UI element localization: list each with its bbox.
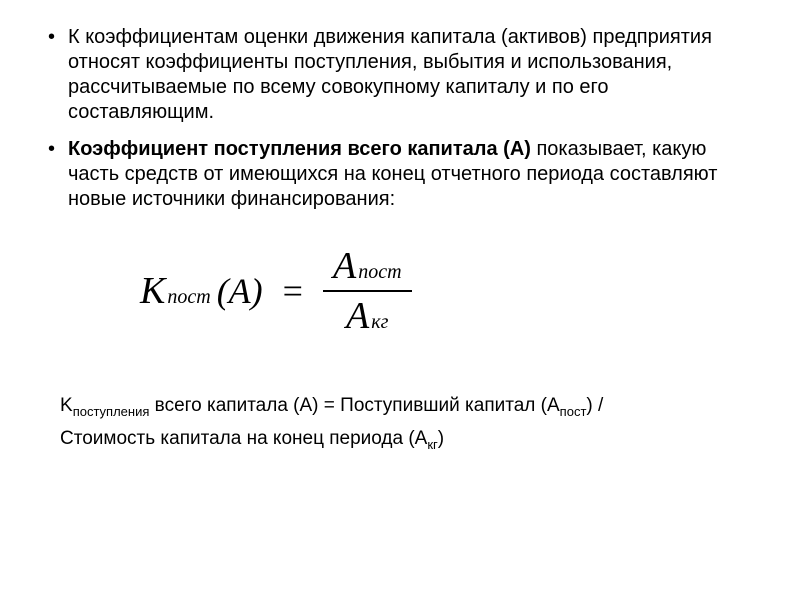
bullet-item-2: Коэффициент поступления всего капитала (…	[40, 137, 760, 212]
lhs-arg: (A)	[217, 270, 263, 312]
den-var: A	[346, 294, 369, 338]
bullet-bold-2: Коэффициент поступления всего капитала (…	[68, 138, 531, 160]
bullet-item-1: К коэффициентам оценки движения капитала…	[40, 25, 760, 125]
bottom-sub2: кг	[427, 437, 437, 452]
formula-fraction: A пост A кг	[323, 242, 412, 340]
num-sub: пост	[358, 261, 401, 284]
formula-container: K пост (A) = A пост A кг	[40, 242, 760, 340]
bullet-text-1: К коэффициентам оценки движения капитала…	[68, 26, 712, 123]
formula: K пост (A) = A пост A кг	[140, 242, 412, 340]
den-sub: кг	[371, 311, 388, 334]
bottom-mid2: ) /	[586, 395, 603, 416]
formula-eq: =	[283, 270, 303, 312]
bullet-list: К коэффициентам оценки движения капитала…	[40, 25, 760, 212]
bottom-mid1: всего капитала (А) = Поступивший капитал…	[149, 395, 559, 416]
bottom-equation: Kпоступления всего капитала (А) = Поступ…	[40, 390, 760, 456]
formula-lhs: K пост (A)	[140, 269, 263, 313]
bottom-sub1: пост	[560, 404, 587, 419]
bottom-end: )	[438, 428, 444, 449]
fraction-numerator: A пост	[323, 242, 412, 290]
bottom-k-sub: поступления	[73, 404, 150, 419]
lhs-sub: пост	[167, 286, 210, 309]
bottom-k: K	[60, 395, 73, 416]
num-var: A	[333, 244, 356, 288]
bottom-line2: Стоимость капитала на конец периода (А	[60, 428, 427, 449]
fraction-denominator: A кг	[336, 292, 398, 340]
lhs-var: K	[140, 269, 165, 313]
